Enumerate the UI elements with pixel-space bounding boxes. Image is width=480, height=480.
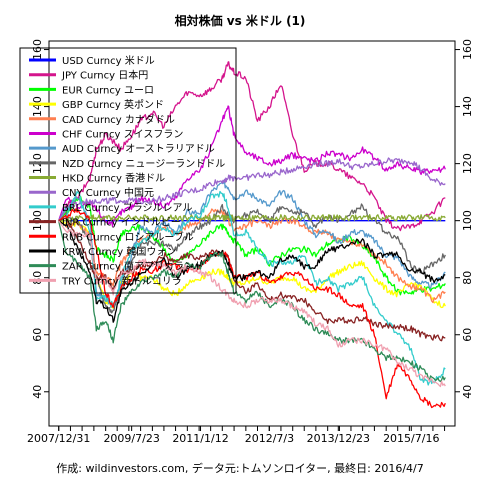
legend-label: CHF Curncy スイスフラン (62, 128, 183, 140)
legend-label: HKD Curncy 香港ドル (62, 173, 165, 185)
series-line (58, 208, 446, 409)
x-tick-label: 2007/12/31 (27, 432, 90, 445)
legend-label: EUR Curncy ユーロ (62, 85, 154, 96)
series-line (58, 217, 446, 342)
series-line (58, 105, 446, 228)
plot-border (48, 40, 456, 427)
legend-label: BRL Curncy ブラジルレアル (62, 201, 192, 214)
legend-label: GBP Curncy 英ポンド (62, 98, 164, 111)
y-tick-label-left: 80 (31, 271, 44, 285)
legend-box (19, 47, 237, 294)
legend-label: USD Curncy 米ドル (62, 54, 155, 67)
y-tick-label-right: 120 (461, 153, 474, 174)
series-line (58, 157, 446, 222)
y-tick-label-left: 40 (31, 385, 44, 399)
legend-label: TRY Curncy 新トルコリラ (61, 274, 182, 287)
legend-label: INR Curncy インドルピー (62, 217, 181, 229)
series-line (58, 180, 446, 309)
legend-label: KRW Curncy 韓国ウォン (62, 246, 176, 258)
legend-label: RUB Curncy ロシアルーブル (62, 230, 194, 243)
y-tick-label-right: 100 (461, 210, 474, 231)
y-tick-label-right: 160 (461, 39, 474, 60)
x-tick-label: 2012/7/3 (245, 432, 294, 445)
x-tick-label: 2013/12/23 (307, 432, 370, 445)
legend-label: AUD Curncy オーストラリアドル (62, 143, 215, 155)
y-tick-label-right: 140 (461, 96, 474, 117)
legend-label: ZAR Curncy 南アフリカランド (62, 260, 204, 273)
series-line (58, 61, 446, 232)
y-tick-label-right: 60 (461, 328, 474, 342)
series-line (58, 195, 446, 296)
series-line (58, 220, 446, 383)
series-line (58, 208, 446, 304)
x-tick-label: 2011/1/12 (172, 432, 228, 445)
chart-caption: 作成: wildinvestors.com, データ元:トムソンロイター, 最終… (56, 461, 423, 475)
chart-title: 相対株価 vs 米ドル (1) (175, 13, 306, 28)
y-tick-label-left: 60 (31, 328, 44, 342)
y-tick-label-left: 140 (31, 96, 44, 117)
legend-label: NZD Curncy ニュージーランドドル (62, 158, 225, 170)
x-tick-label: 2015/7/16 (383, 432, 439, 445)
legend-label: CAD Curncy カナダドル (62, 113, 175, 126)
y-tick-label-right: 80 (461, 271, 474, 285)
series-line (58, 220, 446, 388)
x-tick-label: 2009/7/23 (103, 432, 159, 445)
y-tick-label-right: 40 (461, 385, 474, 399)
legend-label: CNY Curncy 中国元 (62, 186, 154, 199)
series-line (58, 220, 446, 323)
legend-label: JPY Curncy 日本円 (61, 69, 148, 82)
y-tick-label-left: 160 (31, 39, 44, 60)
series-line (58, 220, 446, 309)
series-line (58, 214, 446, 222)
